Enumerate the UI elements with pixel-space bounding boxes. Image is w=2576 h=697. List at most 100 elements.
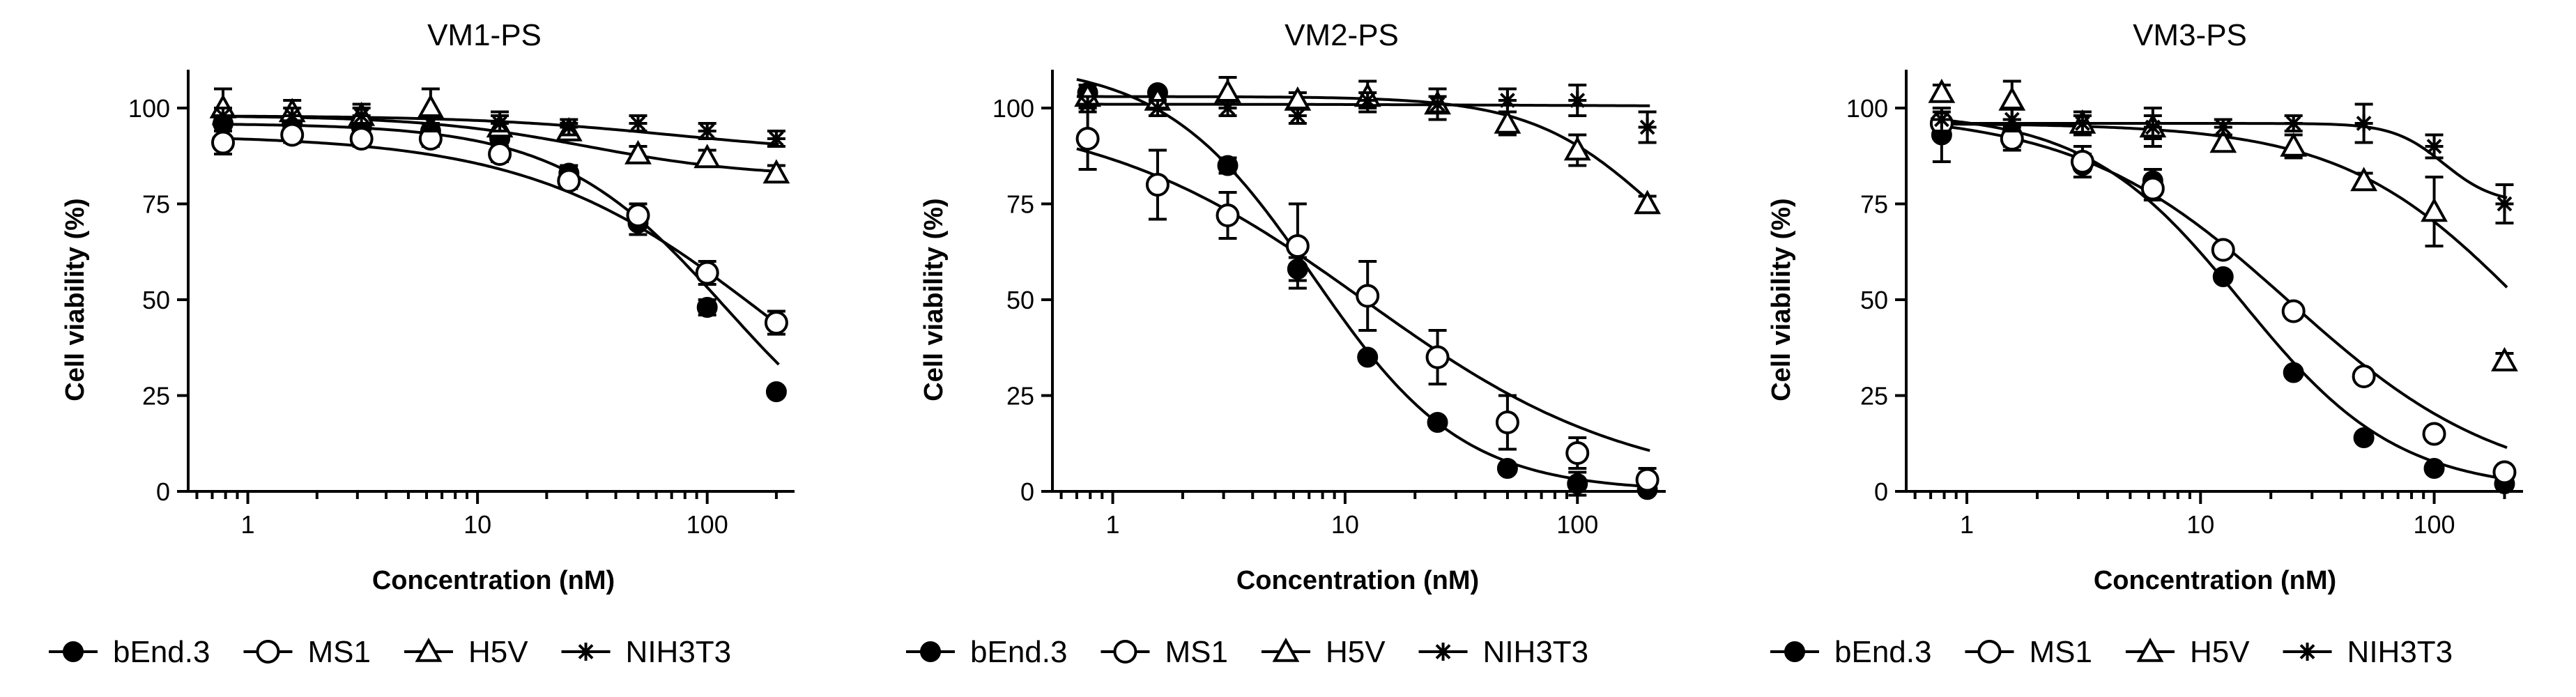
data-point-ms1 [1425, 345, 1450, 369]
legend-marker-bend-3 [1784, 641, 1805, 662]
y-tick-label: 0 [1020, 477, 1034, 506]
data-point-ms1 [1635, 468, 1659, 492]
legend-label-ms1: MS1 [307, 635, 370, 669]
x-tick-label: 10 [2186, 510, 2214, 539]
data-point-nih3t3 [560, 118, 578, 137]
data-point-h5v [762, 159, 790, 184]
data-point-h5v [417, 93, 445, 118]
data-point-nih3t3 [2073, 114, 2092, 132]
data-point-nih3t3 [1568, 91, 1587, 109]
data-point-ms1 [2140, 176, 2165, 201]
data-point-nih3t3 [1932, 110, 1951, 129]
y-tick-label: 0 [156, 477, 170, 506]
legend-marker-h5v [2136, 637, 2164, 662]
legend-label-nih3t3: NIH3T3 [626, 635, 732, 669]
plot-vm1: 0 25 50 75 100 1 10 100 [128, 70, 795, 539]
y-axis-label-vm3: Cell viability (%) [1767, 198, 1796, 401]
data-point-nih3t3 [629, 114, 647, 132]
x-axis-label-vm2: Concentration (nM) [1236, 566, 1479, 595]
data-point-h5v [2421, 197, 2448, 222]
data-point-ms1 [764, 311, 788, 335]
legend-label-h5v: H5V [468, 635, 528, 669]
data-point-bend-3 [1427, 412, 1448, 433]
legend-marker-bend-3 [63, 641, 84, 662]
data-point-nih3t3 [1078, 95, 1097, 114]
y-tick-label: 25 [1006, 382, 1034, 411]
data-point-nih3t3 [2284, 114, 2303, 132]
legend-label-bend-3: bEnd.3 [113, 635, 210, 669]
data-point-nih3t3 [698, 122, 716, 140]
plot-vm2: 0 25 50 75 100 1 10 100 [992, 70, 1666, 539]
legend-label-nih3t3: NIH3T3 [1483, 635, 1589, 669]
data-point-nih3t3 [1428, 95, 1447, 114]
legend-marker-bend-3 [920, 641, 941, 662]
x-tick-label: 1 [241, 510, 255, 539]
y-tick-label: 25 [142, 382, 170, 411]
data-point-nih3t3 [1358, 91, 1377, 109]
data-point-nih3t3 [1638, 118, 1657, 137]
data-point-ms1 [488, 142, 512, 166]
legend-marker-ms1 [1113, 640, 1137, 664]
fit-curve-ms1 [212, 137, 780, 326]
legend-marker-nih3t3 [2298, 643, 2317, 661]
data-point-bend-3 [1357, 346, 1379, 368]
legend-label-nih3t3: NIH3T3 [2347, 635, 2453, 669]
data-point-bend-3 [2423, 458, 2445, 479]
data-point-bend-3 [2212, 266, 2234, 287]
data-point-ms1 [1356, 284, 1380, 308]
data-point-ms1 [1495, 411, 1519, 434]
legend-label-bend-3: bEnd.3 [970, 635, 1067, 669]
data-point-ms1 [2281, 299, 2306, 323]
data-point-nih3t3 [767, 130, 785, 148]
data-point-nih3t3 [491, 114, 509, 132]
data-point-ms1 [280, 123, 305, 147]
y-axis-label-vm2: Cell viability (%) [919, 198, 949, 401]
y-tick-label: 100 [1846, 94, 1888, 123]
y-tick-label: 75 [1860, 190, 1888, 219]
data-point-ms1 [2492, 460, 2517, 484]
x-tick-label: 100 [1556, 510, 1598, 539]
data-point-ms1 [1565, 441, 1590, 465]
y-tick-label: 75 [1006, 190, 1034, 219]
legend-label-h5v: H5V [1326, 635, 1386, 669]
data-point-h5v [1928, 78, 1956, 103]
data-point-nih3t3 [1288, 107, 1307, 125]
legend-marker-ms1 [1977, 640, 2002, 664]
x-tick-label: 10 [463, 510, 491, 539]
x-tick-label: 10 [1331, 510, 1359, 539]
data-point-h5v [2280, 132, 2308, 157]
y-tick-label: 50 [1860, 286, 1888, 314]
data-point-bend-3 [2353, 427, 2375, 448]
y-tick-label: 100 [992, 94, 1034, 123]
data-point-nih3t3 [1148, 99, 1167, 117]
plot-vm3: 0 25 50 75 100 1 10 100 [1846, 70, 2523, 539]
data-point-nih3t3 [2495, 194, 2514, 213]
data-point-nih3t3 [2214, 118, 2232, 137]
data-point-h5v [2209, 128, 2237, 153]
data-point-bend-3 [1496, 458, 1518, 479]
data-point-ms1 [1285, 234, 1310, 258]
data-point-nih3t3 [352, 107, 371, 125]
y-axis-label-vm1: Cell viability (%) [61, 198, 90, 401]
data-point-nih3t3 [283, 107, 302, 125]
data-point-h5v [1998, 86, 2026, 111]
data-point-nih3t3 [1498, 91, 1517, 109]
legend-marker-nih3t3 [1434, 643, 1452, 661]
x-axis-label-vm3: Concentration (nM) [2094, 566, 2336, 595]
data-point-bend-3 [1567, 473, 1588, 494]
data-point-bend-3 [2283, 362, 2304, 383]
data-point-nih3t3 [421, 114, 440, 132]
chart-title-vm2: VM2-PS [1285, 18, 1399, 52]
legend-label-ms1: MS1 [2029, 635, 2092, 669]
y-tick-label: 25 [1860, 382, 1888, 411]
data-point-bend-3 [765, 381, 787, 402]
data-point-h5v [693, 144, 721, 169]
data-point-nih3t3 [214, 107, 233, 125]
x-tick-label: 1 [1960, 510, 1974, 539]
data-point-h5v [1563, 136, 1591, 161]
x-tick-label: 100 [2413, 510, 2455, 539]
x-tick-label: 1 [1106, 510, 1120, 539]
legend-marker-h5v [415, 637, 443, 662]
chart-title-vm3: VM3-PS [2133, 18, 2247, 52]
